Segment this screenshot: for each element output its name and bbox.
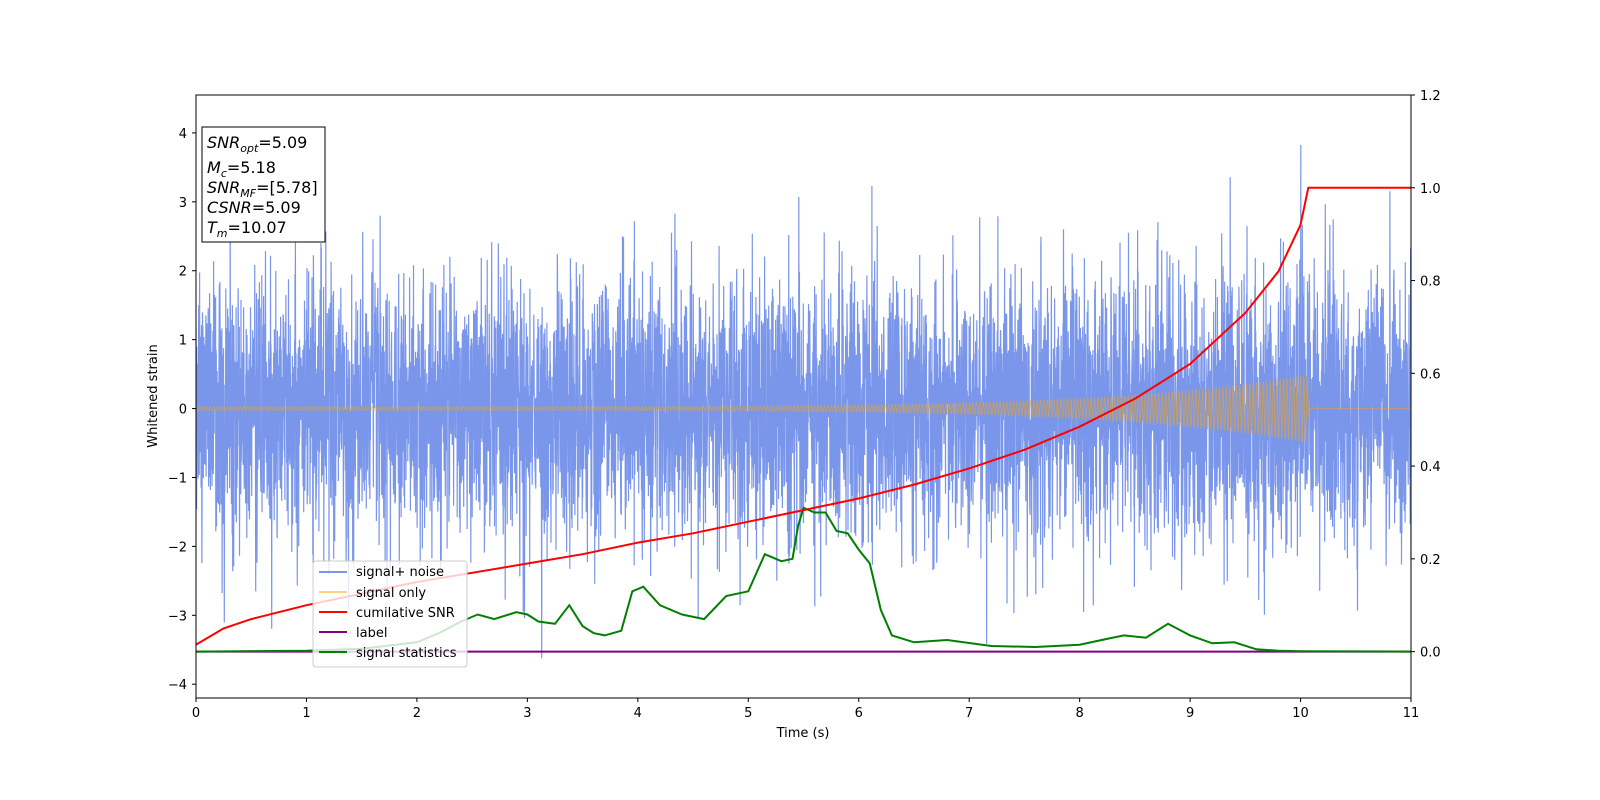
legend-label-signal-only: signal only	[356, 586, 426, 601]
y-tick-label: 3	[179, 196, 187, 211]
x-tick-label: 10	[1292, 706, 1309, 721]
x-tick-label: 6	[855, 706, 863, 721]
y-tick-label: 4	[179, 127, 187, 142]
x-tick-label: 9	[1186, 706, 1194, 721]
y-axis-label: Whitened strain	[146, 344, 161, 447]
x-axis-label: Time (s)	[776, 726, 830, 741]
y2-tick-label: 0.8	[1420, 275, 1441, 290]
series-signal-noise-line	[196, 144, 1411, 659]
y-tick-label: −2	[168, 540, 187, 555]
y2-tick-label: 0.4	[1420, 460, 1441, 475]
annotation-tm: Tm=10.07	[207, 218, 287, 240]
y2-tick-label: 0.6	[1420, 367, 1441, 382]
legend-label-cumilative-snr: cumilative SNR	[356, 606, 455, 621]
annotation-snr-mf: SNRMF=[5.78]	[207, 178, 318, 200]
legend-label-signal-statistics: signal statistics	[356, 646, 457, 661]
y2-tick-label: 1.0	[1420, 182, 1441, 197]
stats-annotation-box: SNRopt=5.09 Mc=5.18 SNRMF=[5.78] CSNR=5.…	[201, 126, 326, 243]
x-tick-label: 7	[965, 706, 973, 721]
x-tick-label: 5	[744, 706, 752, 721]
x-tick-label: 0	[192, 706, 200, 721]
y-tick-label: −4	[168, 678, 187, 693]
y-tick-label: 0	[179, 403, 187, 418]
plot-frame	[195, 94, 1412, 699]
y2-tick-label: 0.0	[1420, 646, 1441, 661]
x-tick-label: 3	[523, 706, 531, 721]
x-tick-label: 2	[413, 706, 421, 721]
y-axis-left: −4 −3 −2 −1 0 1 2 3 4	[168, 127, 196, 693]
x-axis: 0 1 2 3 4 5 6 7 8 9 10 11	[192, 698, 1419, 721]
y-axis-right: 0.0 0.2 0.4 0.6 0.8 1.0 1.2	[1411, 89, 1441, 661]
legend-label-signal-noise: signal+ noise	[356, 565, 444, 580]
series-signal-only-line	[196, 374, 1411, 443]
series-signal-statistics-line	[196, 506, 1411, 653]
legend-label-label: label	[356, 626, 387, 641]
y-tick-label: 1	[179, 334, 187, 349]
x-tick-label: 1	[302, 706, 310, 721]
y2-tick-label: 0.2	[1420, 553, 1441, 568]
x-tick-label: 11	[1403, 706, 1420, 721]
y2-tick-label: 1.2	[1420, 89, 1441, 104]
y-tick-label: −3	[168, 609, 187, 624]
annotation-csnr: CSNR=5.09	[207, 198, 301, 217]
x-tick-label: 8	[1075, 706, 1083, 721]
annotation-snr-opt: SNRopt=5.09	[207, 133, 307, 155]
x-tick-label: 4	[634, 706, 642, 721]
legend: signal+ noise signal only cumilative SNR…	[312, 560, 468, 668]
y-tick-label: 2	[179, 265, 187, 280]
y-tick-label: −1	[168, 471, 187, 486]
annotation-mc: Mc=5.18	[207, 158, 276, 180]
